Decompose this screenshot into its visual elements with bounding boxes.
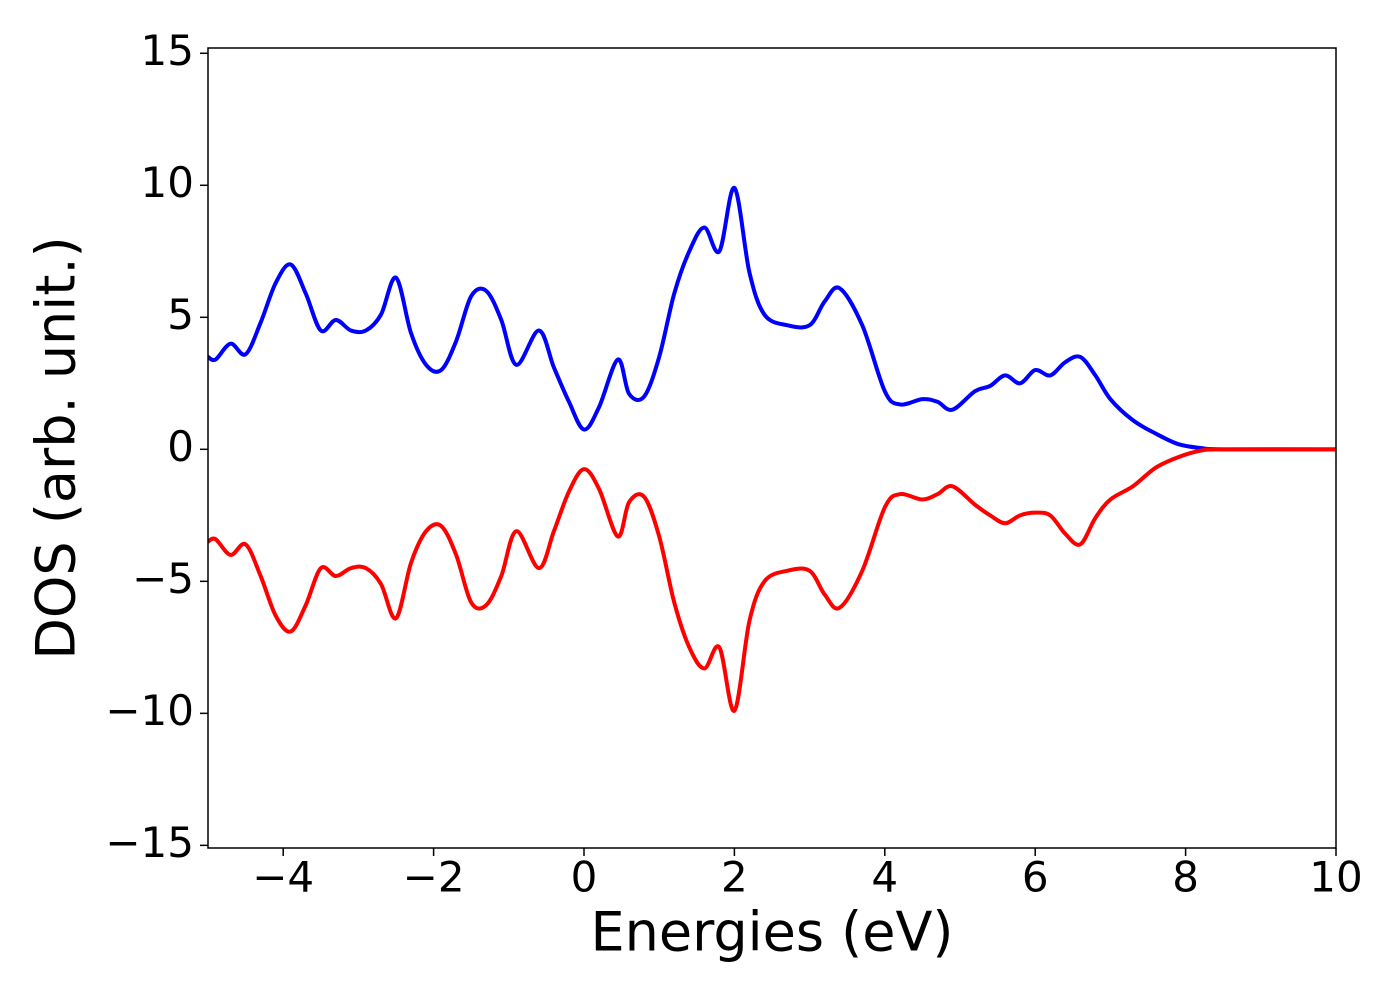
plot-frame	[207, 47, 1337, 849]
y-tick-label: 10	[141, 158, 194, 207]
y-tick-label: −15	[105, 818, 194, 867]
x-tick-label: 2	[721, 853, 748, 902]
y-axis-label: DOS (arb. unit.)	[25, 236, 88, 659]
series-line	[208, 447, 1336, 713]
y-tick-label: 5	[167, 290, 194, 339]
x-tick-label: 0	[571, 853, 598, 902]
x-tick-label: 8	[1172, 853, 1199, 902]
x-axis-label: Energies (eV)	[591, 901, 954, 964]
series-line	[208, 185, 1336, 452]
x-tick-label: −2	[403, 853, 465, 902]
x-tick-label: 4	[871, 853, 898, 902]
y-tick-label: 0	[167, 422, 194, 471]
y-tick-label: −5	[132, 554, 194, 603]
x-tick-label: 6	[1022, 853, 1049, 902]
y-tick-label: −10	[105, 686, 194, 735]
x-tick-label: −4	[252, 853, 314, 902]
y-tick-label: 15	[141, 26, 194, 75]
x-tick-label: 10	[1309, 853, 1362, 902]
